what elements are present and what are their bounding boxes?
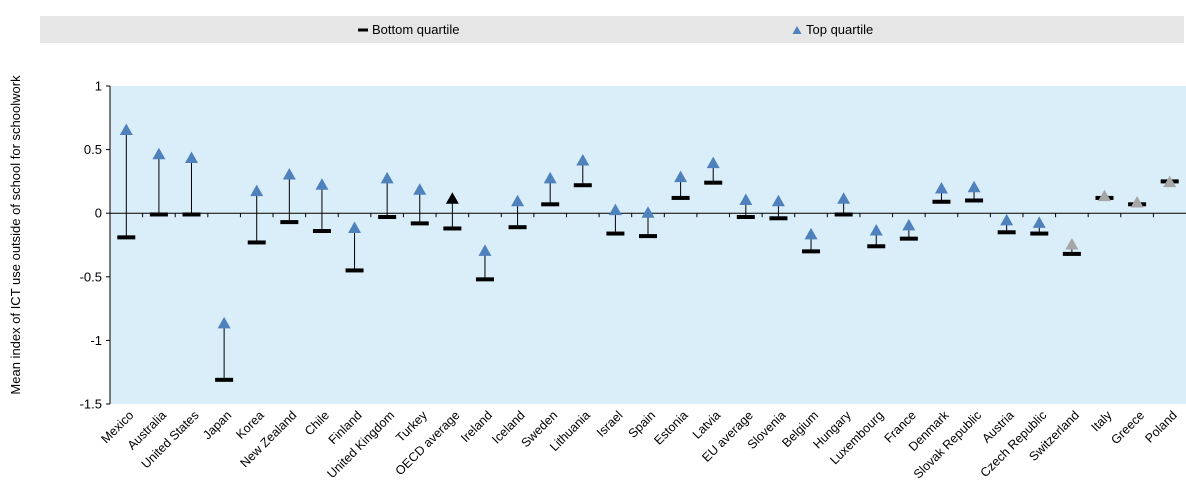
x-tick-label: Ireland (458, 408, 495, 445)
plot-area (110, 86, 1186, 404)
top-quartile-marker (478, 244, 492, 256)
x-tick-label: Greece (1108, 408, 1147, 447)
bottom-quartile-marker (215, 377, 234, 382)
top-quartile-marker (706, 156, 720, 169)
chart-marks (117, 123, 1179, 382)
top-quartile-marker (902, 218, 916, 231)
top-quartile-marker (1163, 175, 1177, 188)
top-quartile-marker (185, 151, 199, 164)
y-axis-label: Mean index of ICT use outside of school … (8, 75, 23, 395)
bottom-quartile-marker (378, 215, 397, 220)
y-axis: 1 0.5 0 -0.5 -1 -1.5 (80, 79, 111, 412)
top-quartile-marker (250, 184, 264, 197)
top-quartile-marker (282, 168, 296, 180)
y-tick-label: -0.5 (80, 269, 102, 284)
bottom-quartile-marker (1030, 231, 1049, 236)
top-quartile-marker-icon (792, 25, 802, 34)
y-tick-label: 0 (95, 206, 102, 221)
legend-top-quartile: Top quartile (792, 16, 873, 43)
top-quartile-marker (348, 221, 362, 233)
bottom-quartile-marker (573, 183, 592, 188)
bottom-quartile-marker (280, 220, 299, 225)
bottom-quartile-marker (182, 212, 201, 217)
top-quartile-marker (1097, 189, 1111, 202)
bottom-quartile-marker (704, 180, 723, 185)
x-tick-label: United States (139, 408, 202, 471)
top-quartile-marker (1032, 216, 1046, 228)
top-quartile-marker (543, 171, 557, 184)
top-quartile-marker (217, 316, 231, 329)
top-quartile-marker (869, 224, 883, 236)
top-quartile-marker (413, 183, 427, 195)
y-tick-label: -1 (90, 333, 102, 348)
bottom-quartile-marker-icon (358, 28, 368, 31)
top-quartile-marker (511, 194, 525, 207)
bottom-quartile-marker (117, 235, 136, 240)
legend-top-label: Top quartile (806, 22, 874, 37)
bottom-quartile-marker (1062, 251, 1081, 256)
top-quartile-marker (739, 193, 753, 205)
top-quartile-marker (1130, 196, 1144, 208)
top-quartile-marker (576, 154, 590, 166)
bottom-quartile-marker (606, 231, 625, 236)
top-quartile-marker (967, 180, 981, 193)
y-tick-label: -1.5 (80, 397, 102, 412)
bottom-quartile-marker (410, 221, 429, 226)
top-quartile-marker (608, 203, 622, 216)
y-tick-label: 1 (95, 79, 102, 94)
bottom-quartile-marker (475, 277, 494, 282)
x-tick-label: Japan (200, 408, 234, 442)
bottom-quartile-marker (802, 249, 821, 254)
legend: Bottom quartile Top quartile (40, 16, 1184, 43)
bottom-quartile-marker (736, 215, 755, 220)
top-quartile-marker (1000, 213, 1014, 226)
top-quartile-marker (771, 194, 785, 207)
bottom-quartile-marker (671, 195, 690, 200)
x-tick-label: Estonia (651, 408, 690, 447)
top-quartile-marker (152, 147, 166, 160)
top-quartile-marker (315, 178, 329, 190)
top-quartile-marker (674, 170, 688, 183)
bottom-quartile-marker (639, 234, 657, 239)
y-tick-label: 0.5 (84, 142, 102, 157)
bottom-quartile-marker (932, 199, 951, 204)
bottom-quartile-marker (867, 244, 886, 249)
top-quartile-marker (380, 171, 394, 184)
x-tick-label: Israel (594, 408, 626, 440)
legend-bottom-quartile: Bottom quartile (358, 16, 459, 43)
top-quartile-marker (804, 227, 818, 240)
top-quartile-marker (119, 123, 133, 136)
legend-bottom-label: Bottom quartile (372, 22, 460, 37)
bottom-quartile-marker (345, 268, 364, 273)
top-quartile-marker (934, 182, 948, 194)
top-quartile-marker (1065, 238, 1079, 250)
bottom-quartile-marker (149, 212, 168, 217)
bottom-quartile-marker (965, 198, 984, 203)
top-quartile-marker (445, 192, 459, 204)
bottom-quartile-marker (997, 230, 1016, 235)
bottom-quartile-marker (312, 229, 331, 234)
x-tick-label: Chile (302, 408, 332, 438)
bottom-quartile-marker (443, 226, 462, 231)
top-quartile-marker (641, 206, 655, 218)
bottom-quartile-marker (541, 202, 560, 207)
bottom-quartile-marker (247, 240, 266, 245)
bottom-quartile-marker (899, 236, 918, 241)
x-tick-label: Italy (1088, 408, 1115, 435)
x-tick-label: Poland (1142, 408, 1179, 445)
top-quartile-marker (837, 192, 851, 204)
bottom-quartile-marker (508, 225, 527, 230)
bottom-quartile-marker (834, 212, 853, 217)
bottom-quartile-marker (769, 216, 788, 221)
